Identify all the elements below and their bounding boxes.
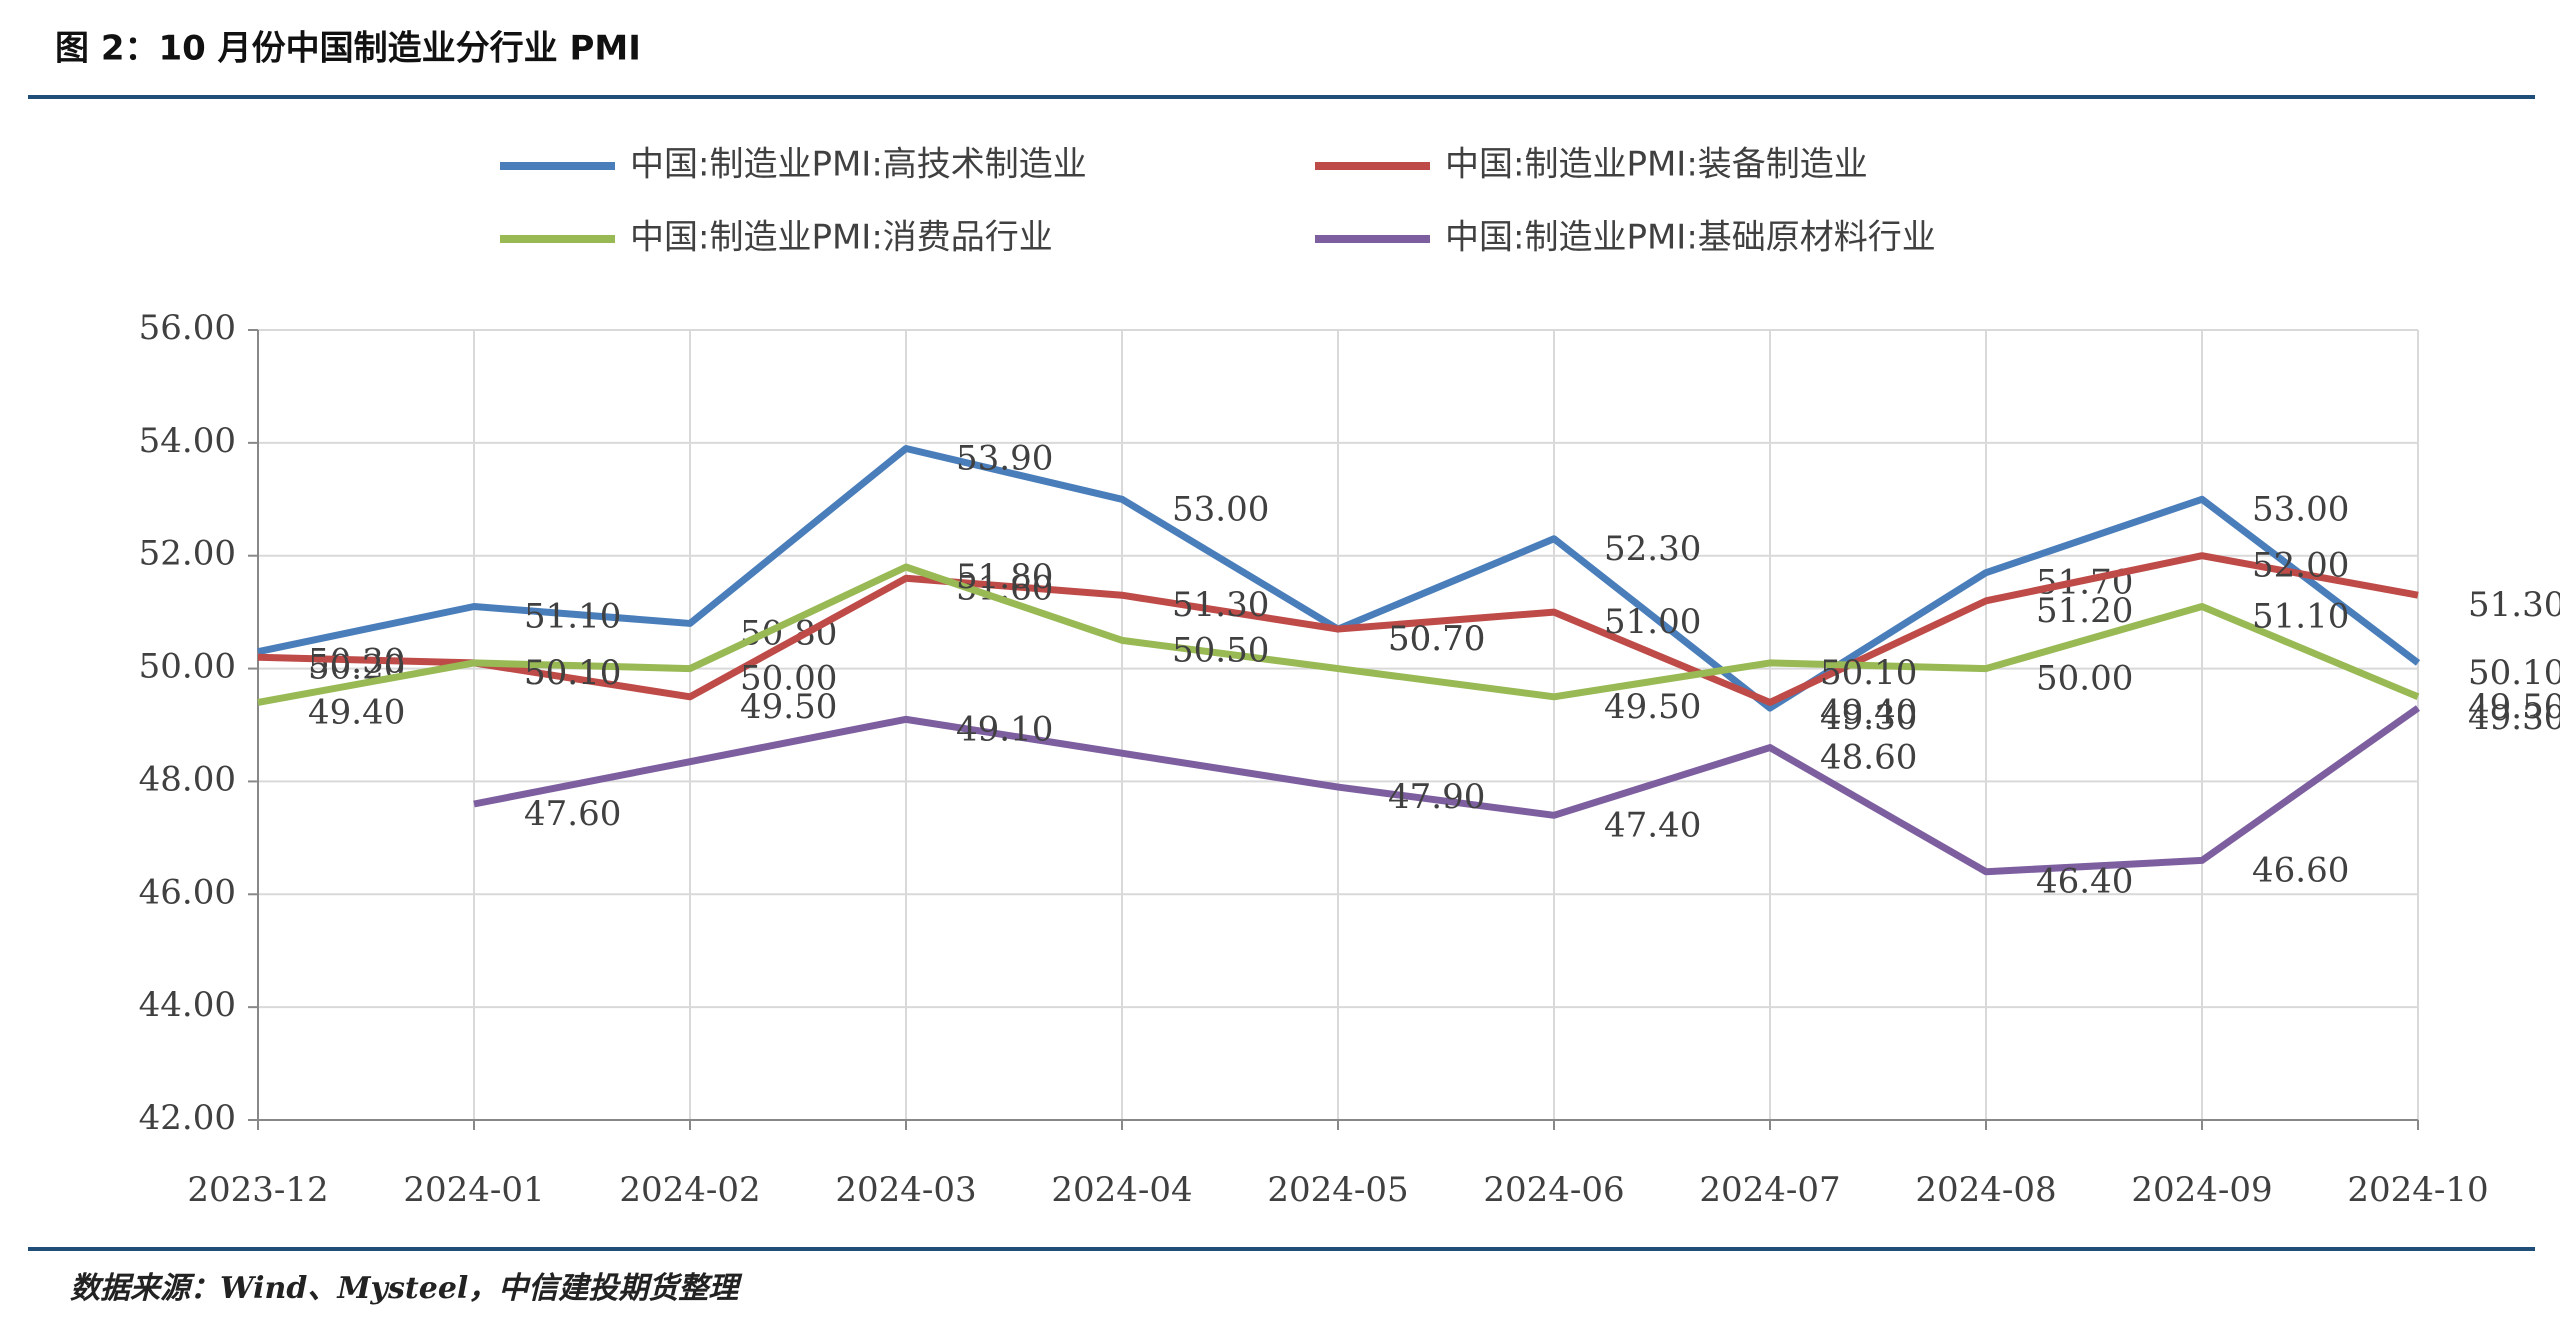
data-label: 49.40 [1820, 692, 1917, 732]
data-label: 47.90 [1388, 777, 1485, 817]
data-label: 46.40 [2036, 862, 2133, 902]
data-label: 50.50 [1172, 630, 1269, 670]
series-line [473, 705, 2421, 876]
data-label: 49.50 [1604, 687, 1701, 727]
data-label: 50.00 [2036, 659, 2133, 699]
data-label: 50.10 [1820, 653, 1917, 693]
data-label: 51.30 [1172, 585, 1269, 625]
data-label: 47.40 [1604, 805, 1701, 845]
data-label: 50.00 [740, 659, 837, 699]
data-label: 49.10 [956, 709, 1053, 749]
x-tick-label: 2024-07 [1699, 1170, 1840, 1210]
series-line [257, 552, 2419, 706]
legend-label: 中国:制造业PMI:装备制造业 [1445, 145, 1868, 185]
data-label: 51.00 [1604, 602, 1701, 642]
data-label: 52.30 [1604, 529, 1701, 569]
y-tick-label: 56.00 [139, 308, 236, 348]
y-tick-label: 52.00 [139, 534, 236, 574]
x-tick-label: 2024-06 [1483, 1170, 1624, 1210]
x-tick-label: 2024-02 [619, 1170, 760, 1210]
y-tick-label: 44.00 [139, 985, 236, 1025]
y-tick-label: 46.00 [139, 872, 236, 912]
x-tick-label: 2023-12 [187, 1170, 328, 1210]
data-label: 50.10 [524, 653, 621, 693]
x-tick-label: 2024-05 [1267, 1170, 1408, 1210]
data-label: 51.10 [524, 597, 621, 637]
x-tick-label: 2024-10 [2347, 1170, 2488, 1210]
data-label: 50.10 [2468, 653, 2560, 693]
data-label: 52.00 [2252, 546, 2349, 586]
x-tick-label: 2024-01 [403, 1170, 544, 1210]
series-line [257, 563, 2420, 706]
y-tick-label: 42.00 [139, 1098, 236, 1138]
data-label: 49.30 [2468, 698, 2560, 738]
data-label: 49.50 [2468, 687, 2560, 727]
y-tick-label: 50.00 [139, 647, 236, 687]
legend-label: 中国:制造业PMI:高技术制造业 [630, 145, 1087, 185]
data-label: 53.00 [2252, 489, 2349, 529]
data-label: 50.10 [524, 653, 621, 693]
source-note: 数据来源：Wind、Mysteel，中信建投期货整理 [70, 1271, 743, 1306]
data-label: 53.90 [956, 439, 1053, 479]
chart-title: 图 2：10 月份中国制造业分行业 PMI [55, 29, 641, 69]
data-label: 50.70 [1388, 619, 1485, 659]
data-label: 49.30 [1820, 698, 1917, 738]
data-label: 46.60 [2252, 850, 2349, 890]
data-label: 51.80 [956, 557, 1053, 597]
legend-label: 中国:制造业PMI:消费品行业 [630, 218, 1053, 258]
y-tick-label: 54.00 [139, 421, 236, 461]
data-label: 49.50 [740, 687, 837, 727]
data-label: 47.60 [524, 794, 621, 834]
data-label: 51.30 [2468, 585, 2560, 625]
y-tick-label: 48.00 [139, 759, 236, 799]
data-label: 48.60 [1820, 738, 1917, 778]
x-tick-label: 2024-08 [1915, 1170, 2056, 1210]
data-label: 53.00 [1172, 489, 1269, 529]
x-tick-label: 2024-04 [1051, 1170, 1192, 1210]
data-label: 51.10 [2252, 597, 2349, 637]
x-tick-label: 2024-09 [2131, 1170, 2272, 1210]
data-label: 49.40 [308, 692, 405, 732]
legend-label: 中国:制造业PMI:基础原材料行业 [1445, 218, 1936, 258]
x-tick-label: 2024-03 [835, 1170, 976, 1210]
data-label: 51.20 [2036, 591, 2133, 631]
